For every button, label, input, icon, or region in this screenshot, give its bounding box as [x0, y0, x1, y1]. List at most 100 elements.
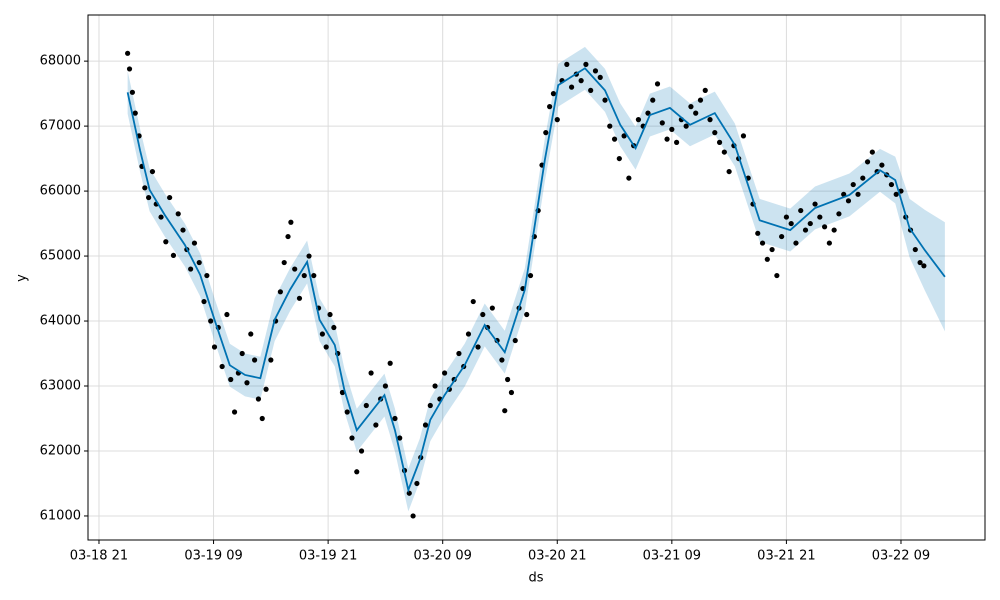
- observation: [592, 68, 599, 74]
- observation: [248, 331, 254, 337]
- observation: [344, 409, 350, 415]
- observation: [674, 139, 680, 145]
- observation: [836, 211, 842, 217]
- observation: [683, 123, 689, 129]
- observation: [349, 435, 355, 441]
- observation: [697, 97, 704, 103]
- observation: [864, 159, 871, 165]
- observation: [358, 448, 365, 454]
- observation: [740, 133, 747, 139]
- observation: [456, 350, 462, 357]
- observation: [912, 246, 918, 253]
- observation: [170, 252, 177, 259]
- x-axis-label: ds: [528, 571, 543, 586]
- x-tick-label: 03-20 21: [528, 549, 586, 564]
- observation: [392, 415, 398, 422]
- observation: [712, 130, 718, 136]
- observation: [387, 360, 393, 366]
- observation: [489, 305, 495, 311]
- observation: [759, 240, 766, 246]
- observation: [821, 224, 828, 230]
- observation: [239, 350, 245, 357]
- observation: [175, 211, 181, 217]
- observation: [550, 91, 557, 97]
- observation: [319, 331, 325, 337]
- observation: [812, 201, 818, 207]
- observation: [259, 415, 265, 422]
- observation: [512, 337, 518, 344]
- observation: [554, 117, 560, 123]
- observation: [146, 194, 152, 201]
- observation: [774, 272, 780, 279]
- observation: [860, 175, 866, 181]
- observation: [339, 389, 346, 396]
- observation: [132, 110, 138, 116]
- uncertainty-band: [127, 46, 945, 512]
- observation: [568, 84, 575, 90]
- y-tick-label: 62000: [40, 443, 81, 458]
- observation: [263, 386, 269, 392]
- observation: [564, 61, 570, 67]
- observation: [296, 295, 303, 301]
- observation: [543, 130, 549, 136]
- observation: [831, 227, 837, 233]
- observation: [354, 469, 360, 475]
- observation: [788, 220, 794, 227]
- observation: [527, 272, 534, 279]
- observation: [224, 311, 230, 318]
- observation: [158, 214, 164, 220]
- observation: [893, 191, 899, 197]
- observation: [499, 357, 505, 363]
- observation: [502, 408, 508, 414]
- observation: [616, 155, 622, 162]
- y-tick-label: 63000: [40, 379, 81, 394]
- observation: [688, 104, 694, 110]
- plot-frame: [87, 14, 986, 541]
- observation: [855, 191, 861, 197]
- x-tick-label: 03-22 09: [872, 549, 930, 564]
- observation: [869, 149, 875, 155]
- observation: [368, 370, 374, 376]
- observation: [442, 370, 448, 376]
- observation: [716, 139, 723, 145]
- observation: [285, 233, 291, 240]
- observation: [664, 136, 670, 142]
- y-tick-label: 64000: [40, 314, 81, 329]
- observation: [826, 240, 832, 246]
- observation: [888, 181, 895, 188]
- observation: [196, 259, 202, 266]
- observation: [410, 513, 416, 519]
- y-tick-label: 67000: [40, 119, 81, 134]
- observation: [850, 181, 856, 188]
- observation: [917, 259, 923, 266]
- observation: [268, 357, 274, 363]
- observation: [707, 117, 713, 123]
- observation: [204, 272, 210, 279]
- observation: [277, 289, 283, 295]
- observation: [211, 344, 218, 350]
- x-tick-label: 03-19 21: [299, 549, 357, 564]
- observation: [726, 168, 732, 175]
- x-tick-label: 03-21 21: [757, 549, 815, 564]
- observation: [373, 422, 379, 428]
- observation: [669, 126, 675, 132]
- observation: [470, 298, 476, 305]
- y-tick-label: 65000: [40, 249, 81, 264]
- y-tick-label: 68000: [40, 54, 81, 69]
- observation: [163, 239, 169, 245]
- y-tick-label: 66000: [40, 184, 81, 199]
- observation: [817, 214, 823, 220]
- observation: [611, 136, 618, 142]
- observation: [621, 133, 627, 139]
- observation: [721, 149, 727, 155]
- observation: [281, 259, 287, 266]
- observation: [465, 331, 472, 337]
- observation: [635, 117, 642, 123]
- observation: [524, 311, 530, 318]
- observation: [382, 383, 389, 389]
- observation: [607, 123, 613, 129]
- observation: [845, 198, 852, 204]
- observation: [406, 490, 412, 496]
- observation: [142, 185, 148, 191]
